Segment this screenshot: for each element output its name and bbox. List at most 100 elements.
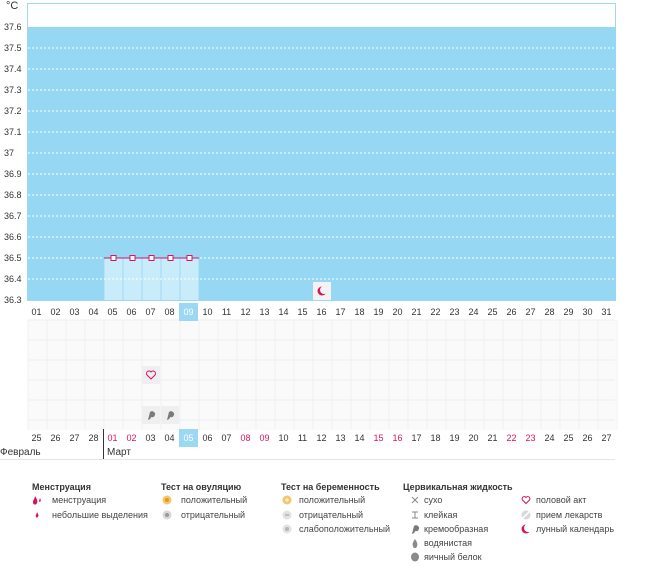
moon-icon-cutout (320, 286, 328, 294)
day-label-bottom[interactable]: 25 (563, 433, 574, 443)
day-label-bottom[interactable]: 16 (392, 433, 403, 443)
day-label-bottom[interactable]: 17 (411, 433, 422, 443)
day-label-bottom[interactable]: 25 (31, 433, 42, 443)
day-label-bottom[interactable]: 24 (544, 433, 555, 443)
day-label-bottom[interactable]: 09 (259, 433, 270, 443)
day-label-top[interactable]: 18 (354, 307, 365, 317)
day-label-top[interactable]: 12 (240, 307, 251, 317)
day-label-bottom[interactable]: 07 (221, 433, 232, 443)
ovulation-positive-icon (162, 495, 172, 505)
y-tick-label: 36.6 (4, 232, 22, 242)
day-label-bottom[interactable]: 15 (373, 433, 384, 443)
period-area (104, 258, 199, 300)
legend-cervical-title: Цервикальная жидкость (403, 482, 513, 492)
creamy-icon (167, 411, 175, 420)
legend-moon: лунный календарь (536, 524, 615, 534)
legend-menstruation-item: менструация (52, 495, 107, 505)
day-label-top[interactable]: 15 (297, 307, 308, 317)
intercourse-cell[interactable] (142, 366, 160, 384)
day-label-top[interactable]: 26 (506, 307, 517, 317)
y-tick-label: 37.2 (4, 106, 22, 116)
day-label-top[interactable]: 19 (373, 307, 384, 317)
day-label-top[interactable]: 02 (50, 307, 61, 317)
day-label-top[interactable]: 07 (145, 307, 156, 317)
legend-ovulation-negative: отрицательный (181, 510, 246, 520)
day-label-top[interactable]: 20 (392, 307, 403, 317)
day-label-bottom[interactable]: 18 (430, 433, 441, 443)
temperature-point (110, 255, 117, 261)
legend-menstruation-title: Менструация (32, 482, 91, 492)
y-tick-label: 37.5 (4, 43, 22, 53)
day-label-top[interactable]: 30 (582, 307, 593, 317)
moon-icon (521, 524, 531, 534)
day-label-top[interactable]: 16 (316, 307, 327, 317)
day-label-top[interactable]: 11 (221, 307, 232, 317)
day-label-bottom[interactable]: 27 (69, 433, 80, 443)
month-current-label: Март (107, 447, 131, 458)
day-label-top[interactable]: 13 (259, 307, 270, 317)
day-label-bottom[interactable]: 11 (297, 433, 308, 443)
day-label-top[interactable]: 22 (430, 307, 441, 317)
pregnancy-weak-icon (282, 524, 292, 534)
cervical-cell-1[interactable] (142, 406, 160, 424)
heart-icon (146, 370, 156, 380)
day-label-bottom[interactable]: 23 (525, 433, 536, 443)
day-label-bottom[interactable]: 28 (88, 433, 99, 443)
day-label-bottom[interactable]: 22 (506, 433, 517, 443)
day-label-bottom[interactable]: 21 (487, 433, 498, 443)
day-label-top[interactable]: 10 (202, 307, 213, 317)
day-label-top[interactable]: 05 (107, 307, 118, 317)
legend-cervical-sticky: клейкая (424, 510, 458, 520)
day-label-top[interactable]: 04 (88, 307, 99, 317)
month-separator (103, 429, 104, 459)
y-tick-label: 36.3 (4, 295, 22, 305)
legend-pregnancy-negative: отрицательный (299, 510, 364, 520)
day-label-top[interactable]: 01 (31, 307, 42, 317)
day-label-bottom[interactable]: 10 (278, 433, 289, 443)
temperature-point (148, 255, 155, 261)
legend-pregnancy-weak: слабоположительный (299, 524, 391, 534)
y-tick-label: 36.7 (4, 211, 22, 221)
day-label-top[interactable]: 24 (468, 307, 479, 317)
day-label-bottom[interactable]: 19 (449, 433, 460, 443)
day-label-bottom[interactable]: 26 (582, 433, 593, 443)
day-label-bottom[interactable]: 26 (50, 433, 61, 443)
temperature-point (129, 255, 136, 261)
y-tick-label: 37.4 (4, 64, 22, 74)
cervical-cell-2[interactable] (161, 406, 179, 424)
day-label-top[interactable]: 03 (69, 307, 80, 317)
day-label-bottom[interactable]: 13 (335, 433, 346, 443)
day-label-top[interactable]: 06 (126, 307, 137, 317)
day-label-top[interactable]: 27 (525, 307, 536, 317)
day-label-bottom[interactable]: 02 (126, 433, 137, 443)
day-label-bottom[interactable]: 04 (164, 433, 175, 443)
ovulation-negative-icon (162, 510, 172, 520)
day-label-bottom[interactable]: 14 (354, 433, 365, 443)
day-label-bottom[interactable]: 05 (179, 429, 198, 447)
day-label-bottom[interactable]: 20 (468, 433, 479, 443)
day-label-bottom[interactable]: 01 (107, 433, 118, 443)
day-label-top[interactable]: 31 (601, 307, 612, 317)
y-tick-label: 37.6 (4, 22, 22, 32)
day-label-top[interactable]: 14 (278, 307, 289, 317)
day-label-top[interactable]: 21 (411, 307, 422, 317)
temperature-point (186, 255, 193, 261)
legend-intercourse: половой акт (536, 495, 587, 505)
day-label-bottom[interactable]: 03 (145, 433, 156, 443)
day-label-top[interactable]: 29 (563, 307, 574, 317)
y-tick-label: 36.4 (4, 274, 22, 284)
day-label-bottom[interactable]: 27 (601, 433, 612, 443)
day-label-top[interactable]: 08 (164, 307, 175, 317)
day-label-bottom[interactable]: 06 (202, 433, 213, 443)
day-label-top[interactable]: 17 (335, 307, 346, 317)
day-label-top[interactable]: 09 (179, 303, 198, 321)
sticky-icon (412, 511, 418, 519)
day-label-bottom[interactable]: 12 (316, 433, 327, 443)
day-label-top[interactable]: 28 (544, 307, 555, 317)
day-label-top[interactable]: 25 (487, 307, 498, 317)
legend-cervical-creamy: кремообразная (424, 524, 489, 534)
day-label-bottom[interactable]: 08 (240, 433, 251, 443)
spotting-icon (35, 512, 39, 518)
day-label-top[interactable]: 23 (449, 307, 460, 317)
